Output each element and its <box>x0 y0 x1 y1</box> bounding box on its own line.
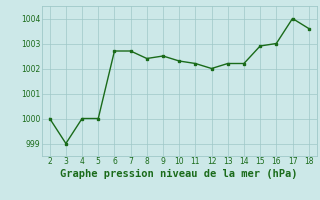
X-axis label: Graphe pression niveau de la mer (hPa): Graphe pression niveau de la mer (hPa) <box>60 169 298 179</box>
